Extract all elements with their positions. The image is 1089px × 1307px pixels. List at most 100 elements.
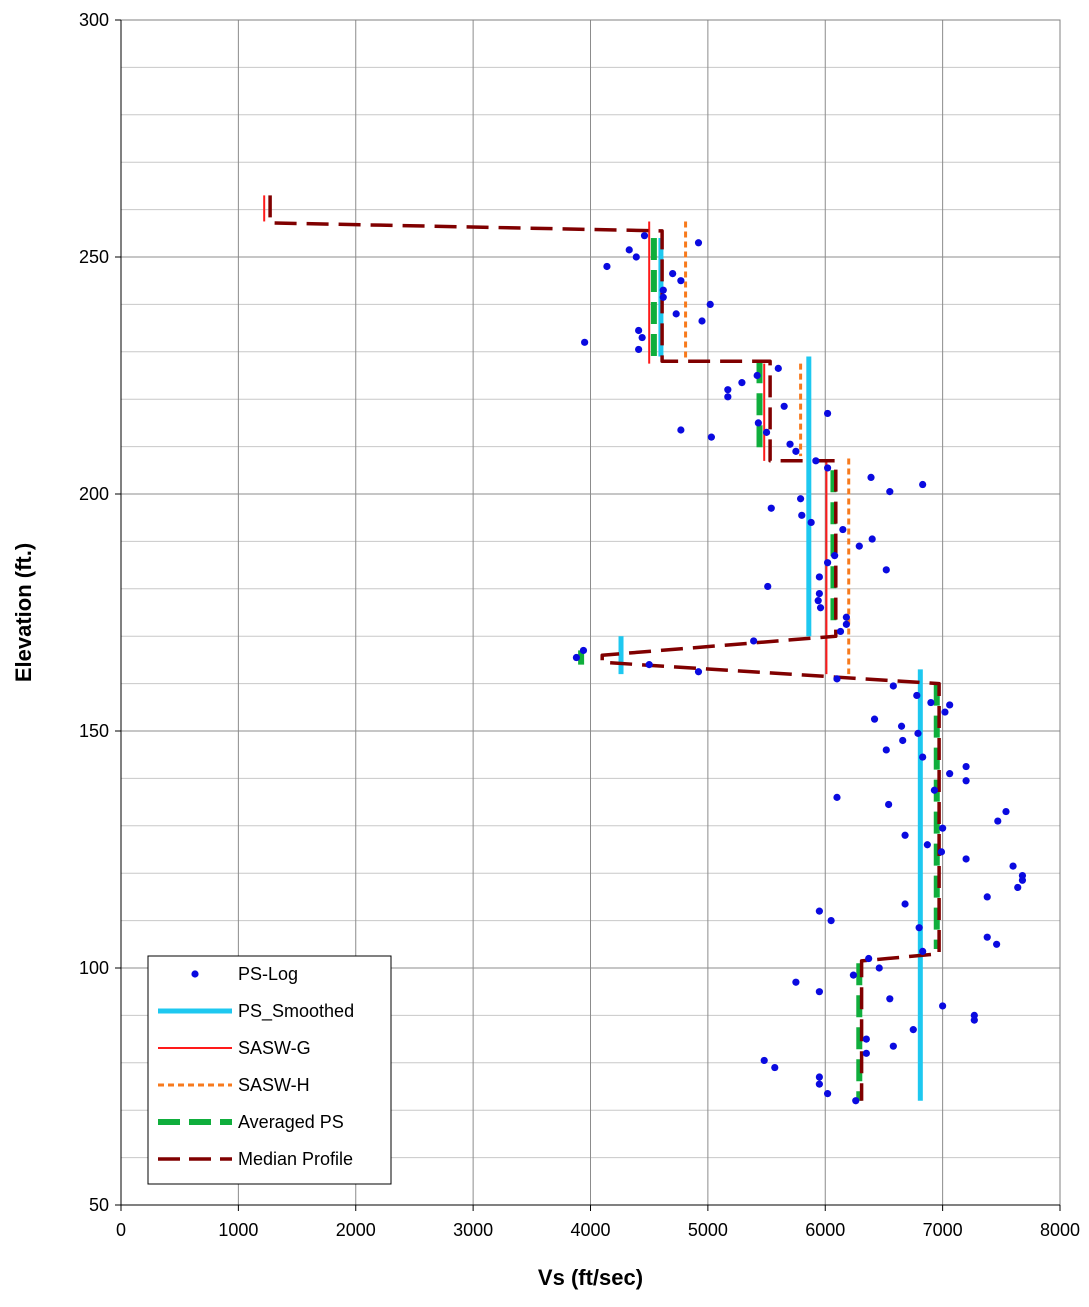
x-tick-label: 6000	[805, 1220, 845, 1240]
ps-log-point	[815, 907, 823, 915]
ps-log-point	[919, 753, 927, 761]
ps-log-point	[645, 661, 653, 669]
ps-log-point	[823, 1090, 832, 1098]
ps-log-point	[970, 1016, 978, 1024]
ps-log-point	[870, 715, 879, 723]
ps-log-point	[831, 552, 839, 560]
ps-log-point	[937, 848, 946, 856]
ps-log-point	[855, 542, 863, 550]
ps-log-point	[827, 917, 835, 925]
ps-log-point	[836, 627, 845, 636]
ps-log-point	[927, 698, 935, 707]
x-tick-label: 1000	[218, 1220, 258, 1240]
ps-log-point	[640, 232, 649, 240]
x-tick-label: 5000	[688, 1220, 728, 1240]
ps-log-point	[849, 971, 858, 979]
ps-log-point	[694, 239, 703, 247]
ps-log-point	[865, 954, 873, 963]
ps-log-point	[753, 371, 761, 380]
ps-log-point	[939, 824, 947, 832]
x-tick-label: 0	[116, 1220, 126, 1240]
ps-log-point	[909, 1026, 917, 1034]
ps-smoothed-legend-label: PS_Smoothed	[238, 1001, 354, 1022]
ps-log-point	[635, 345, 643, 354]
ps-log-point	[625, 246, 633, 254]
y-tick-label: 300	[79, 10, 109, 30]
ps-log-point	[760, 1056, 768, 1065]
ps-log-point	[792, 447, 800, 455]
ps-log-point	[579, 646, 588, 655]
ps-log-point	[1002, 807, 1010, 816]
ps-log-point	[635, 326, 643, 335]
ps-log-point	[638, 333, 646, 342]
ps-log-point	[919, 480, 927, 489]
ps-log-point	[581, 338, 589, 346]
ps-log-point	[886, 995, 894, 1003]
ps-log-legend-swatch	[191, 970, 199, 978]
ps-log-point	[724, 386, 732, 394]
ps-log-point	[815, 1073, 823, 1081]
ps-log-point	[706, 300, 714, 308]
y-tick-label: 250	[79, 247, 109, 267]
ps-log-point	[899, 736, 907, 745]
ps-log-point	[694, 668, 703, 676]
ps-log-point	[815, 988, 823, 996]
ps-log-point	[603, 262, 611, 271]
ps-log-point	[738, 379, 746, 387]
ps-log-point	[659, 293, 667, 301]
ps-log-point	[939, 1002, 947, 1010]
ps-log-point	[868, 535, 876, 543]
ps-log-point	[862, 1049, 870, 1057]
legend-box	[147, 955, 392, 1185]
ps-log-point	[862, 1035, 870, 1043]
ps-log-point	[983, 933, 991, 941]
ps-log-point	[1009, 862, 1017, 870]
ps-log-point	[885, 800, 893, 809]
ps-log-point	[962, 777, 970, 785]
ps-log-point	[771, 1063, 779, 1072]
y-axis-title: Elevation (ft.)	[11, 543, 36, 682]
ps-log-point	[764, 582, 772, 591]
x-tick-label: 8000	[1040, 1220, 1080, 1240]
ps-log-point	[923, 841, 931, 849]
ps-log-point	[983, 893, 991, 901]
ps-log-point	[767, 504, 775, 512]
y-tick-label: 100	[79, 958, 109, 978]
ps-log-point	[754, 419, 762, 427]
y-tick-label: 200	[79, 484, 109, 504]
ps-log-legend-label: PS-Log	[238, 964, 298, 984]
sasw-h-legend-label: SASW-H	[238, 1075, 310, 1095]
ps-log-point	[823, 559, 832, 567]
ps-log-point	[889, 682, 897, 690]
ps-log-point	[993, 940, 1001, 948]
ps-log-point	[572, 653, 581, 662]
ps-log-point	[842, 613, 850, 621]
ps-log-point	[1014, 883, 1022, 892]
x-tick-label: 4000	[570, 1220, 610, 1240]
ps-log-point	[814, 597, 822, 605]
ps-log-point	[815, 573, 823, 581]
ps-log-point	[913, 691, 921, 700]
ps-log-point	[750, 637, 758, 645]
ps-log-point	[815, 1080, 823, 1088]
ps-log-point	[882, 566, 890, 574]
y-tick-label: 150	[79, 721, 109, 741]
data-series	[263, 195, 1027, 1105]
ps-log-point	[774, 364, 782, 372]
ps-log-point	[946, 701, 954, 709]
ps-log-point	[941, 708, 949, 716]
ps-log-point	[962, 762, 970, 771]
ps-log-point	[792, 978, 800, 986]
ps-log-point	[798, 511, 806, 519]
median-profile-line	[268, 195, 941, 1101]
median-profile-legend-label: Median Profile	[238, 1149, 353, 1169]
ps-log-point	[930, 786, 939, 794]
averaged-ps-legend-label: Averaged PS	[238, 1112, 344, 1132]
x-tick-label: 2000	[336, 1220, 376, 1240]
ps-log-point	[677, 277, 685, 285]
ps-log-point	[669, 269, 677, 278]
ps-log-point	[867, 473, 875, 482]
ps-log-point	[946, 770, 954, 778]
